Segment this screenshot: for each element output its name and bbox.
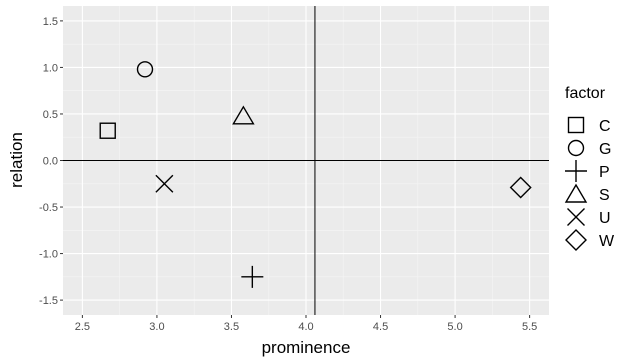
x-tick-label: 5.0 (447, 321, 462, 333)
data-points (99, 61, 532, 288)
point-p-plus-marker (241, 265, 264, 288)
legend-label-g: G (599, 141, 611, 158)
y-axis-title: relation (7, 132, 26, 188)
legend-triangle-icon (564, 183, 588, 203)
y-tick-label: 0.5 (43, 109, 58, 121)
legend-cross-icon (567, 208, 585, 226)
y-tick-label: 1.5 (43, 16, 58, 28)
point-c-square-marker (99, 122, 116, 139)
y-tick-label: 1.0 (43, 62, 58, 74)
legend-plus-icon (565, 160, 587, 182)
legend-label-w: W (599, 233, 615, 250)
y-tick-label: -0.5 (39, 202, 58, 214)
legend-label-s: S (599, 187, 610, 204)
point-w-diamond-marker (509, 176, 532, 199)
legend-diamond-icon (565, 229, 587, 251)
reference-lines (63, 6, 549, 315)
x-tick-label: 3.0 (149, 321, 164, 333)
x-tick-label: 4.0 (298, 321, 313, 333)
x-axis-ticks: 2.5 3.0 3.5 4.0 4.5 5.0 5.5 (75, 315, 537, 333)
y-tick-label: -1.0 (39, 249, 58, 261)
x-tick-label: 2.5 (75, 321, 90, 333)
x-axis-title: prominence (262, 338, 351, 357)
point-g-circle-marker (136, 61, 154, 78)
point-u-cross-marker (155, 174, 174, 193)
x-tick-label: 4.5 (373, 321, 388, 333)
point-s-triangle-marker (232, 105, 255, 125)
y-axis-ticks: 1.5 1.0 0.5 0.0 -0.5 -1.0 -1.5 (39, 16, 63, 307)
legend-label-c: C (599, 118, 611, 135)
y-tick-label: -1.5 (39, 295, 58, 307)
legend-title: factor (565, 85, 606, 102)
y-tick-label: 0.0 (43, 156, 58, 168)
legend-square-icon (567, 116, 585, 134)
legend-circle-icon (567, 139, 585, 157)
x-tick-label: 5.5 (522, 321, 537, 333)
x-tick-label: 3.5 (224, 321, 239, 333)
legend-label-p: P (599, 164, 610, 181)
legend-label-u: U (599, 210, 611, 227)
